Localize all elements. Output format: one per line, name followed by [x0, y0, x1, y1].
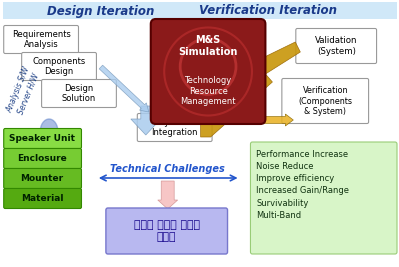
Text: Performance Increase
Noise Reduce
Improve efficiency
Increased Gain/Range
Surviv: Performance Increase Noise Reduce Improv… — [257, 150, 350, 220]
FancyBboxPatch shape — [41, 80, 117, 108]
Polygon shape — [131, 106, 161, 135]
FancyBboxPatch shape — [4, 189, 81, 209]
FancyBboxPatch shape — [3, 2, 397, 19]
Text: M&S
Simulation: M&S Simulation — [178, 35, 238, 57]
Text: Technical Challenges: Technical Challenges — [111, 164, 225, 174]
FancyBboxPatch shape — [296, 29, 377, 64]
FancyBboxPatch shape — [22, 53, 97, 80]
FancyArrow shape — [99, 65, 149, 112]
Text: Requirements
Analysis: Requirements Analysis — [12, 30, 71, 49]
FancyBboxPatch shape — [4, 168, 81, 189]
FancyBboxPatch shape — [4, 26, 79, 53]
Ellipse shape — [40, 119, 58, 145]
FancyBboxPatch shape — [4, 148, 81, 168]
Text: Analysis S/W
Server H/W: Analysis S/W Server H/W — [5, 66, 41, 118]
Text: Material: Material — [21, 194, 63, 203]
FancyBboxPatch shape — [4, 128, 81, 148]
Text: Mounter: Mounter — [20, 174, 64, 183]
FancyBboxPatch shape — [106, 208, 227, 254]
Text: Verification Iteration: Verification Iteration — [200, 5, 338, 18]
Text: Verification
(Components
& System): Verification (Components & System) — [298, 86, 352, 116]
Text: Components
Design: Components Design — [32, 57, 86, 76]
Text: Technology
Resource
Management: Technology Resource Management — [180, 76, 236, 106]
Text: Design Iteration: Design Iteration — [47, 5, 154, 18]
FancyBboxPatch shape — [251, 142, 397, 254]
Text: Speaker Unit: Speaker Unit — [9, 134, 75, 143]
Text: Validation
(System): Validation (System) — [315, 36, 358, 56]
Text: Design
Solution: Design Solution — [62, 84, 96, 103]
FancyBboxPatch shape — [282, 78, 369, 124]
Text: Enclosure: Enclosure — [17, 154, 67, 163]
Polygon shape — [201, 42, 300, 137]
Text: System
Integration: System Integration — [152, 118, 198, 137]
Text: 쒈소형 고성능 골전도
스피커: 쒈소형 고성능 골전도 스피커 — [134, 220, 200, 242]
FancyArrow shape — [158, 181, 178, 209]
FancyBboxPatch shape — [137, 113, 212, 142]
FancyBboxPatch shape — [151, 19, 265, 124]
FancyArrow shape — [259, 114, 293, 126]
